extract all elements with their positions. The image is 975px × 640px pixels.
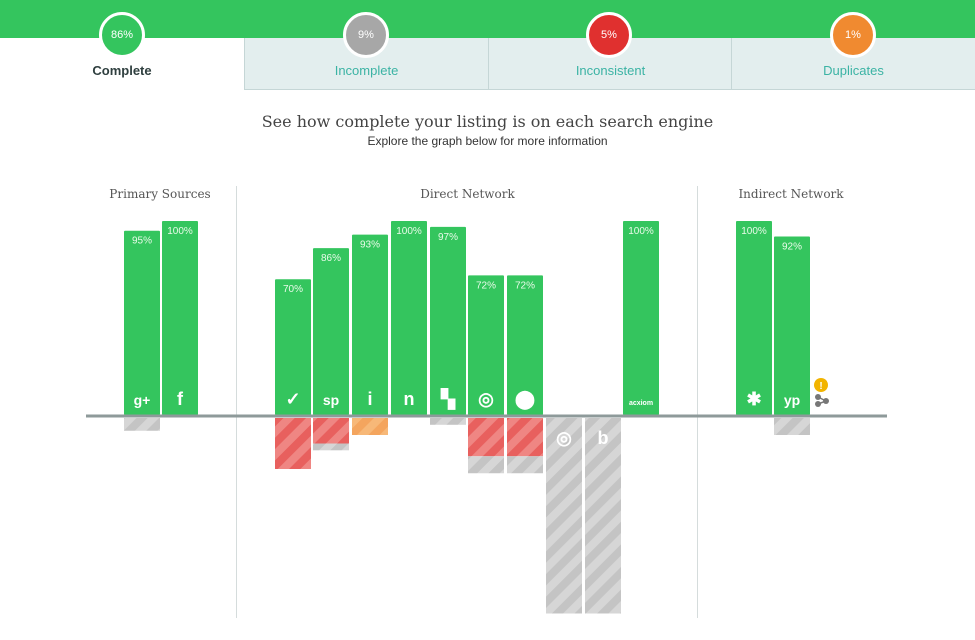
citysearch-icon: i (367, 389, 372, 409)
bar-incomplete-mapquest (507, 456, 543, 474)
bar-complete-yelp (736, 221, 772, 415)
tab-label: Incomplete (334, 63, 399, 78)
warning-icon[interactable]: ! (814, 378, 829, 407)
bar-label-infogroup: 97% (438, 232, 458, 243)
bar-inconsistent-superpages (313, 418, 349, 444)
bar-complete-foursquare (275, 279, 311, 415)
page-title: See how complete your listing is on each… (261, 112, 714, 131)
bar-incomplete-infogroup (430, 418, 466, 425)
bar-incomplete-bing (585, 418, 621, 614)
bar-incomplete-acxiom-bar-gap-1 (546, 418, 582, 614)
tab-inconsistent[interactable]: Inconsistent (488, 38, 732, 90)
bar-complete-mapquest (507, 275, 543, 415)
bar-label-localeze: 72% (476, 280, 496, 291)
acxiom-icon: acxiom (629, 400, 653, 407)
infogroup-icon: ▚ (440, 387, 456, 410)
bar-complete-facebook (162, 221, 198, 415)
bar-complete-google-plus (124, 230, 160, 415)
yahoo-icon: ◎ (556, 428, 572, 448)
section-divider (697, 186, 698, 618)
bing-icon: b (598, 428, 609, 448)
tab-percent-badge: 1% (830, 12, 876, 58)
status-tabs: Complete Incomplete Inconsistent Duplicates (0, 38, 975, 90)
superpages-icon: sp (323, 392, 339, 408)
foursquare-icon: ✓ (285, 389, 300, 409)
yelp-icon: ✱ (746, 389, 761, 409)
tab-percent-badge: 5% (586, 12, 632, 58)
bar-complete-localeze (468, 275, 504, 415)
tab-percent-badge: 9% (343, 12, 389, 58)
facebook-icon: f (177, 389, 184, 409)
bar-complete-neustar (391, 221, 427, 415)
bar-incomplete-google-plus (124, 418, 160, 431)
bar-label-facebook: 100% (167, 226, 193, 237)
yellowpages-icon: yp (784, 392, 800, 408)
mapquest-icon: ⬤ (515, 389, 535, 410)
google-plus-icon: g+ (134, 392, 151, 408)
bar-complete-yellowpages (774, 236, 810, 415)
tab-percent-badge: 86% (99, 12, 145, 58)
section-divider (236, 186, 237, 618)
bar-incomplete-yellowpages (774, 418, 810, 435)
bar-inconsistent-mapquest (507, 418, 543, 457)
bar-label-neustar: 100% (396, 226, 422, 237)
bar-label-superpages: 86% (321, 253, 341, 264)
localeze-icon: ◎ (478, 389, 494, 409)
page-subtitle: Explore the graph below for more informa… (367, 134, 608, 148)
bar-label-mapquest: 72% (515, 280, 535, 291)
bar-incomplete-superpages (313, 443, 349, 451)
bar-complete-acxiom (623, 221, 659, 415)
tab-label: Complete (92, 63, 152, 78)
bar-complete-infogroup (430, 226, 466, 415)
bar-complete-superpages (313, 248, 349, 415)
bar-label-yelp: 100% (741, 226, 767, 237)
bar-inconsistent-localeze (468, 418, 504, 457)
bar-label-google-plus: 95% (132, 236, 152, 247)
bar-label-acxiom: 100% (628, 226, 654, 237)
tab-label: Duplicates (823, 63, 884, 78)
section-indirect-network: Indirect Network (738, 187, 844, 201)
bar-duplicates-citysearch (352, 418, 388, 435)
bar-inconsistent-foursquare (275, 418, 311, 469)
bar-label-foursquare: 70% (283, 284, 303, 295)
tab-label: Inconsistent (575, 63, 646, 78)
section-direct-network: Direct Network (420, 187, 515, 201)
top-bar (0, 0, 975, 38)
bar-label-yellowpages: 92% (782, 242, 802, 253)
svg-text:!: ! (819, 381, 822, 392)
bar-incomplete-localeze (468, 456, 504, 474)
section-primary-sources: Primary Sources (109, 187, 211, 201)
bar-label-citysearch: 93% (360, 240, 380, 251)
neustar-icon: n (404, 389, 415, 409)
bar-complete-citysearch (352, 234, 388, 415)
